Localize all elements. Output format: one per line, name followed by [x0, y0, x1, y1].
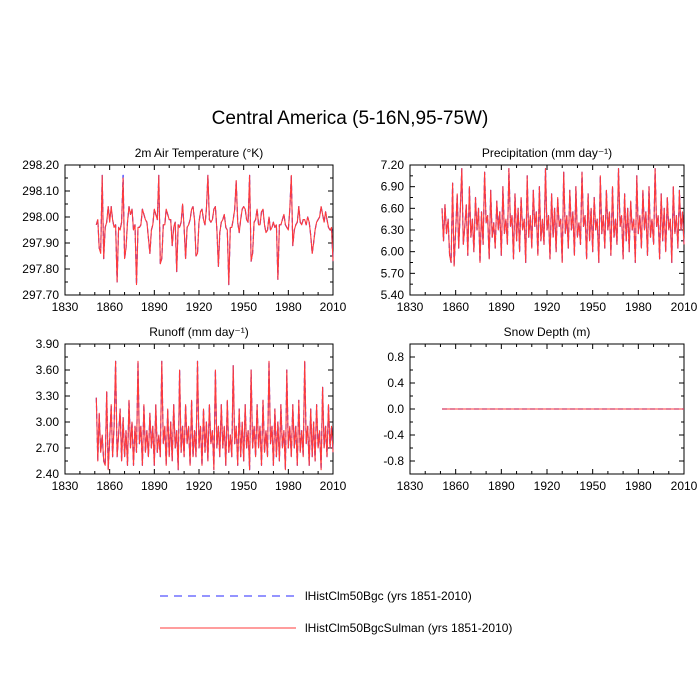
- x-tick-label: 1920: [186, 300, 213, 314]
- legend-label-blue: lHistClm50Bgc (yrs 1851-2010): [305, 589, 472, 603]
- panel-title-runoff: Runoff (mm day⁻¹): [149, 325, 248, 339]
- x-tick-label: 1980: [625, 479, 652, 493]
- x-tick-label: 1920: [534, 479, 561, 493]
- series-line-runoff-red: [95, 360, 334, 471]
- y-tick-label: 6.30: [381, 223, 405, 237]
- y-tick-label: 3.00: [36, 415, 60, 429]
- x-tick-label: 1920: [186, 479, 213, 493]
- y-tick-label: 5.40: [381, 288, 405, 302]
- x-tick-label: 1890: [488, 300, 515, 314]
- x-tick-label: 1830: [52, 479, 79, 493]
- x-tick-label: 1830: [397, 300, 424, 314]
- y-tick-label: 3.90: [36, 337, 60, 351]
- x-tick-label: 1980: [275, 300, 302, 314]
- x-tick-label: 1860: [96, 479, 123, 493]
- y-tick-label: -0.8: [383, 454, 404, 468]
- y-tick-label: 3.30: [36, 389, 60, 403]
- x-tick-label: 1860: [442, 300, 469, 314]
- x-tick-label: 1860: [96, 300, 123, 314]
- x-tick-label: 1890: [141, 479, 168, 493]
- figure-title: Central America (5-16N,95-75W): [211, 108, 489, 129]
- series-line-precipitation-red: [441, 168, 685, 267]
- x-tick-label: 1890: [488, 479, 515, 493]
- panel-air-temperature: 2m Air Temperature (°K) 1830 1860 1890 1920 1…: [22, 146, 346, 314]
- x-tick-label: 1950: [230, 479, 257, 493]
- y-tick-label: 0.4: [387, 376, 404, 390]
- x-tick-label: 1980: [625, 300, 652, 314]
- series-line-air-temperature-blue: [95, 174, 334, 286]
- y-tick-label: 297.70: [22, 288, 59, 302]
- y-tick-label: 6.60: [381, 201, 405, 215]
- x-tick-label: 2010: [320, 479, 347, 493]
- x-tick-label: 1920: [534, 300, 561, 314]
- series-line-air-temperature-red: [95, 174, 334, 286]
- x-tick-label: 1830: [52, 300, 79, 314]
- x-tick-label: 1830: [397, 479, 424, 493]
- legend-lines: [160, 595, 296, 629]
- panel-runoff: Runoff (mm day⁻¹) 1830 1860 1890 1920 1950 198…: [36, 325, 347, 493]
- y-tick-label: 298.10: [22, 184, 59, 198]
- y-tick-label: 3.60: [36, 363, 60, 377]
- panels: 2m Air Temperature (°K) 1830 1860 1890 1920 1…: [22, 146, 697, 493]
- y-tick-label: 7.20: [381, 158, 405, 172]
- y-tick-label: 2.40: [36, 467, 60, 481]
- x-tick-label: 1950: [230, 300, 257, 314]
- y-tick-label: 6.90: [381, 180, 405, 194]
- x-tick-label: 2010: [320, 300, 347, 314]
- y-tick-label: 6.00: [381, 245, 405, 259]
- y-tick-label: 2.70: [36, 441, 60, 455]
- x-tick-label: 1980: [275, 479, 302, 493]
- x-tick-label: 1890: [141, 300, 168, 314]
- panel-title-snow-depth: Snow Depth (m): [504, 325, 591, 339]
- panel-precipitation: Precipitation (mm day⁻¹) 1830 1860 1890 1920…: [381, 146, 698, 314]
- panel-snow-depth: Snow Depth (m) 1830 1860 1890 1920 1950 1980 20…: [383, 325, 697, 493]
- x-tick-label: 1950: [579, 479, 606, 493]
- x-tick-label: 1860: [442, 479, 469, 493]
- panel-title-air-temperature: 2m Air Temperature (°K): [135, 146, 264, 160]
- panel-title-precipitation: Precipitation (mm day⁻¹): [482, 146, 612, 160]
- y-tick-label: -0.4: [383, 428, 404, 442]
- y-tick-label: 298.20: [22, 158, 59, 172]
- y-tick-label: 298.00: [22, 210, 59, 224]
- y-tick-label: 0.0: [387, 402, 404, 416]
- x-tick-label: 2010: [671, 479, 698, 493]
- y-tick-label: 0.8: [387, 350, 404, 364]
- y-tick-label: 297.90: [22, 236, 59, 250]
- y-tick-label: 5.70: [381, 266, 405, 280]
- x-tick-label: 2010: [671, 300, 698, 314]
- y-tick-label: 297.80: [22, 262, 59, 276]
- x-tick-label: 1950: [579, 300, 606, 314]
- legend-label-red: lHistClm50BgcSulman (yrs 1851-2010): [305, 621, 513, 635]
